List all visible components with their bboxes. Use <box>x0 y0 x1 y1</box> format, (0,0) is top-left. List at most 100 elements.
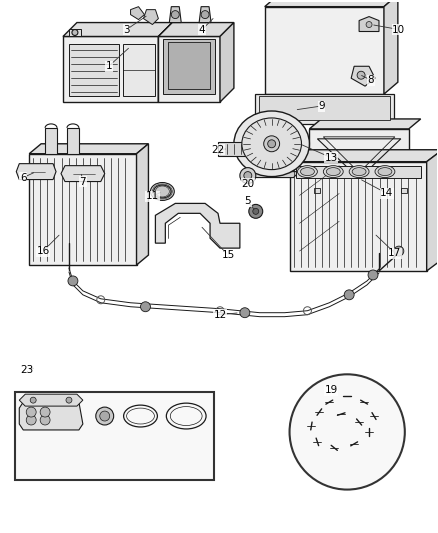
Polygon shape <box>296 166 421 177</box>
Text: 6: 6 <box>20 173 27 183</box>
Circle shape <box>344 290 354 300</box>
Ellipse shape <box>150 182 174 200</box>
Polygon shape <box>159 22 172 102</box>
Text: 8: 8 <box>368 75 374 85</box>
Polygon shape <box>248 142 262 156</box>
Circle shape <box>40 407 50 417</box>
Text: 20: 20 <box>241 179 254 189</box>
Text: 13: 13 <box>325 152 338 163</box>
Polygon shape <box>244 172 300 177</box>
Polygon shape <box>401 189 407 193</box>
Bar <box>15 392 214 480</box>
Ellipse shape <box>234 111 309 176</box>
Polygon shape <box>29 154 137 265</box>
Text: 11: 11 <box>146 191 159 201</box>
Text: 12: 12 <box>213 310 226 320</box>
Circle shape <box>171 11 179 19</box>
Ellipse shape <box>326 168 340 175</box>
Polygon shape <box>290 150 438 161</box>
Circle shape <box>66 397 72 403</box>
Circle shape <box>201 11 209 19</box>
Text: 19: 19 <box>325 385 338 395</box>
Polygon shape <box>220 22 234 102</box>
Polygon shape <box>163 39 215 94</box>
Ellipse shape <box>378 168 392 175</box>
Circle shape <box>368 270 378 280</box>
Circle shape <box>244 172 252 180</box>
Polygon shape <box>16 164 56 180</box>
Circle shape <box>240 168 256 183</box>
Polygon shape <box>314 189 320 193</box>
Ellipse shape <box>375 166 395 177</box>
Polygon shape <box>131 6 145 20</box>
Circle shape <box>394 246 404 256</box>
Circle shape <box>26 407 36 417</box>
Text: 14: 14 <box>380 189 394 198</box>
Circle shape <box>72 29 78 36</box>
Ellipse shape <box>300 168 314 175</box>
Circle shape <box>249 204 263 219</box>
Circle shape <box>240 308 250 318</box>
Ellipse shape <box>323 166 343 177</box>
Text: 23: 23 <box>21 365 34 375</box>
Circle shape <box>268 140 276 148</box>
Text: 15: 15 <box>221 250 235 260</box>
Polygon shape <box>137 144 148 265</box>
Circle shape <box>290 374 405 490</box>
Polygon shape <box>123 44 155 96</box>
Circle shape <box>100 411 110 421</box>
Polygon shape <box>265 6 384 94</box>
Polygon shape <box>359 17 379 31</box>
Polygon shape <box>144 10 159 25</box>
Polygon shape <box>259 96 390 120</box>
Polygon shape <box>168 43 210 89</box>
Polygon shape <box>155 204 240 248</box>
Circle shape <box>96 407 114 425</box>
Circle shape <box>26 415 36 425</box>
Polygon shape <box>170 6 181 22</box>
Text: 7: 7 <box>80 176 86 187</box>
Ellipse shape <box>242 118 301 169</box>
Polygon shape <box>61 166 105 182</box>
Polygon shape <box>159 22 234 36</box>
Polygon shape <box>309 119 421 129</box>
Polygon shape <box>19 394 83 406</box>
Polygon shape <box>290 161 427 271</box>
Polygon shape <box>159 36 220 102</box>
Circle shape <box>141 302 150 312</box>
Text: 17: 17 <box>388 248 402 258</box>
Text: 1: 1 <box>106 61 112 71</box>
Polygon shape <box>29 144 148 154</box>
Polygon shape <box>255 94 394 124</box>
Polygon shape <box>309 129 409 189</box>
Ellipse shape <box>349 166 369 177</box>
Circle shape <box>357 71 365 79</box>
Polygon shape <box>218 142 248 156</box>
Text: 3: 3 <box>123 25 130 35</box>
Circle shape <box>264 136 279 152</box>
Polygon shape <box>45 128 57 154</box>
Polygon shape <box>351 66 375 86</box>
Ellipse shape <box>153 185 171 198</box>
Text: 5: 5 <box>244 197 251 206</box>
Polygon shape <box>63 22 172 36</box>
Text: 4: 4 <box>199 25 205 35</box>
Polygon shape <box>265 0 398 6</box>
Ellipse shape <box>297 166 318 177</box>
Polygon shape <box>63 36 159 102</box>
Circle shape <box>68 276 78 286</box>
Ellipse shape <box>352 168 366 175</box>
Circle shape <box>30 397 36 403</box>
Text: 10: 10 <box>392 25 406 35</box>
Polygon shape <box>19 402 83 430</box>
Polygon shape <box>427 150 438 271</box>
Polygon shape <box>199 6 211 22</box>
Circle shape <box>253 208 259 214</box>
Polygon shape <box>69 44 119 96</box>
Text: 16: 16 <box>36 246 50 256</box>
Text: 9: 9 <box>318 101 325 111</box>
Polygon shape <box>67 128 79 154</box>
Polygon shape <box>384 0 398 94</box>
Polygon shape <box>69 29 81 36</box>
Circle shape <box>366 21 372 28</box>
